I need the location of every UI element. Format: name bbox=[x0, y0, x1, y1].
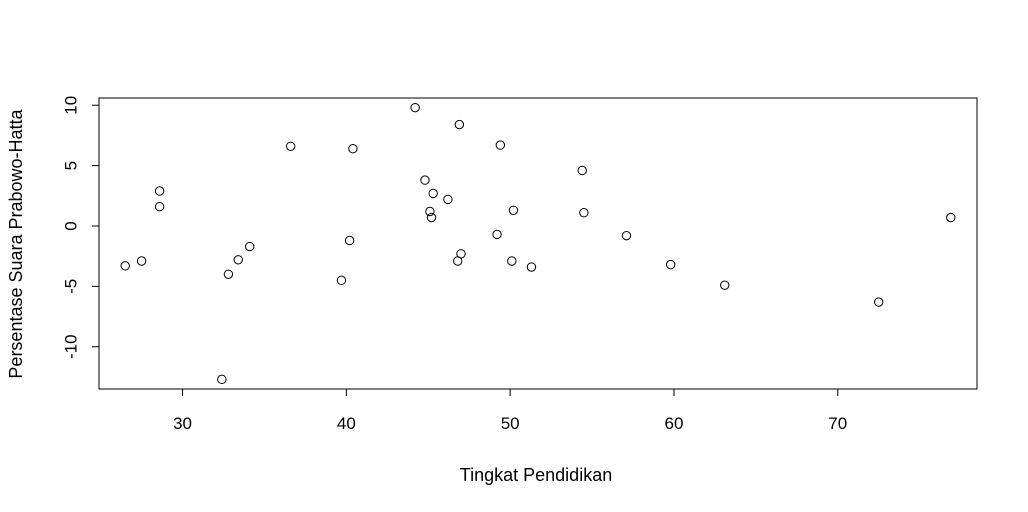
y-axis: -10 -5 0 5 10 bbox=[62, 96, 100, 359]
data-point bbox=[154, 201, 165, 212]
data-point bbox=[454, 119, 465, 130]
data-point bbox=[874, 297, 884, 307]
data-point bbox=[665, 259, 676, 270]
data-point bbox=[720, 280, 730, 290]
data-point bbox=[946, 212, 956, 223]
y-tick-label: 10 bbox=[62, 96, 81, 115]
data-point bbox=[285, 141, 296, 151]
x-axis-label: Tingkat Pendidikan bbox=[460, 465, 612, 485]
data-point bbox=[621, 230, 632, 241]
x-tick-label: 70 bbox=[828, 414, 847, 433]
data-point bbox=[136, 256, 147, 266]
y-tick-label: -5 bbox=[62, 279, 81, 294]
data-point bbox=[410, 102, 420, 113]
data-point bbox=[495, 140, 506, 150]
data-point bbox=[348, 144, 358, 154]
data-point bbox=[425, 206, 435, 217]
data-point bbox=[154, 186, 165, 196]
data-points bbox=[120, 102, 956, 385]
data-point bbox=[233, 255, 243, 265]
data-point bbox=[420, 175, 430, 185]
data-point bbox=[344, 235, 355, 246]
data-point bbox=[217, 374, 227, 385]
x-tick-label: 50 bbox=[501, 414, 520, 433]
data-point bbox=[223, 269, 234, 279]
data-point bbox=[579, 208, 589, 218]
x-tick-label: 30 bbox=[173, 414, 192, 433]
data-point bbox=[507, 256, 517, 266]
data-point bbox=[426, 212, 437, 223]
x-tick-label: 40 bbox=[337, 414, 356, 433]
y-tick-label: 5 bbox=[62, 161, 81, 170]
x-axis: 30 40 50 60 70 bbox=[173, 388, 847, 433]
data-point bbox=[526, 262, 537, 272]
y-tick-label: -10 bbox=[62, 334, 81, 359]
data-point bbox=[577, 165, 587, 176]
y-tick-label: 0 bbox=[62, 221, 81, 230]
data-point bbox=[443, 194, 453, 205]
data-point bbox=[245, 241, 255, 252]
data-point bbox=[492, 229, 502, 240]
data-point bbox=[336, 275, 347, 286]
y-axis-label: Persentase Suara Prabowo-Hatta bbox=[6, 108, 26, 378]
data-point bbox=[456, 249, 466, 259]
data-point bbox=[120, 261, 130, 271]
data-point bbox=[508, 205, 519, 215]
x-tick-label: 60 bbox=[664, 414, 683, 433]
data-point bbox=[428, 188, 438, 199]
plot-frame bbox=[98, 97, 978, 390]
